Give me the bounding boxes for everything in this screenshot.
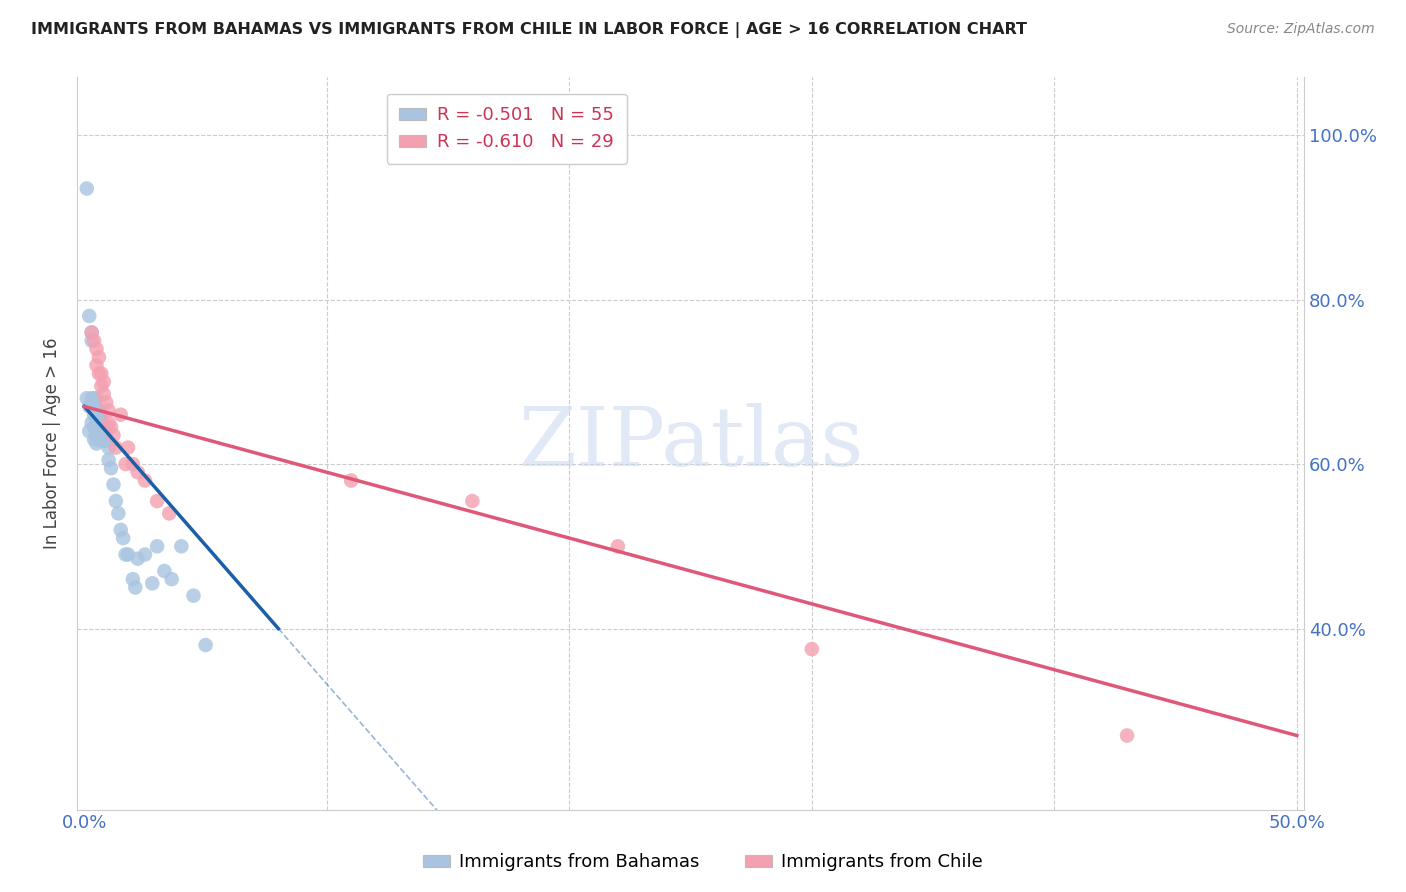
Point — [141, 576, 163, 591]
Point — [86, 436, 108, 450]
Point — [107, 507, 129, 521]
Point — [87, 403, 110, 417]
Point — [194, 638, 217, 652]
Point — [86, 408, 108, 422]
Point — [80, 391, 103, 405]
Legend: R = -0.501   N = 55, R = -0.610   N = 29: R = -0.501 N = 55, R = -0.610 N = 29 — [387, 94, 627, 164]
Point — [117, 441, 139, 455]
Point — [80, 416, 103, 430]
Point — [134, 548, 156, 562]
Point — [112, 531, 135, 545]
Point — [86, 342, 108, 356]
Point — [146, 494, 169, 508]
Point — [76, 391, 98, 405]
Point — [157, 507, 180, 521]
Point — [97, 403, 120, 417]
Point — [104, 494, 127, 508]
Point — [461, 494, 484, 508]
Point — [127, 465, 149, 479]
Point — [90, 367, 112, 381]
Point — [90, 417, 112, 432]
Legend: Immigrants from Bahamas, Immigrants from Chile: Immigrants from Bahamas, Immigrants from… — [416, 847, 990, 879]
Point — [160, 572, 183, 586]
Point — [96, 434, 118, 448]
Point — [86, 400, 108, 414]
Point — [86, 416, 108, 430]
Point — [100, 461, 122, 475]
Point — [90, 425, 112, 440]
Point — [87, 412, 110, 426]
Point — [117, 548, 139, 562]
Point — [87, 350, 110, 364]
Point — [93, 387, 115, 401]
Point — [86, 391, 108, 405]
Point — [83, 391, 105, 405]
Point — [103, 477, 125, 491]
Point — [83, 433, 105, 447]
Point — [97, 453, 120, 467]
Text: Source: ZipAtlas.com: Source: ZipAtlas.com — [1227, 22, 1375, 37]
Y-axis label: In Labor Force | Age > 16: In Labor Force | Age > 16 — [44, 338, 60, 549]
Point — [340, 474, 363, 488]
Point — [104, 441, 127, 455]
Point — [87, 428, 110, 442]
Point — [93, 433, 115, 447]
Point — [110, 408, 132, 422]
Point — [97, 441, 120, 455]
Point — [80, 334, 103, 348]
Point — [77, 309, 100, 323]
Point — [80, 326, 103, 340]
Point — [121, 457, 143, 471]
Point — [87, 420, 110, 434]
Point — [87, 367, 110, 381]
Point — [800, 642, 823, 657]
Point — [83, 408, 105, 422]
Point — [100, 420, 122, 434]
Point — [97, 416, 120, 430]
Point — [96, 395, 118, 409]
Point — [114, 457, 136, 471]
Point — [96, 425, 118, 440]
Point — [606, 539, 628, 553]
Point — [83, 400, 105, 414]
Point — [90, 379, 112, 393]
Point — [77, 400, 100, 414]
Point — [80, 326, 103, 340]
Point — [103, 428, 125, 442]
Point — [134, 474, 156, 488]
Point — [77, 424, 100, 438]
Point — [83, 420, 105, 434]
Point — [124, 581, 146, 595]
Point — [93, 375, 115, 389]
Point — [153, 564, 176, 578]
Point — [93, 424, 115, 438]
Point — [90, 434, 112, 448]
Point — [146, 539, 169, 553]
Point — [93, 416, 115, 430]
Point — [110, 523, 132, 537]
Point — [86, 420, 108, 434]
Point — [76, 181, 98, 195]
Point — [86, 359, 108, 373]
Point — [121, 572, 143, 586]
Point — [1116, 729, 1139, 743]
Point — [170, 539, 193, 553]
Text: ZIPatlas: ZIPatlas — [517, 403, 863, 483]
Point — [183, 589, 205, 603]
Point — [90, 408, 112, 422]
Point — [86, 428, 108, 442]
Point — [114, 548, 136, 562]
Text: IMMIGRANTS FROM BAHAMAS VS IMMIGRANTS FROM CHILE IN LABOR FORCE | AGE > 16 CORRE: IMMIGRANTS FROM BAHAMAS VS IMMIGRANTS FR… — [31, 22, 1026, 38]
Point — [127, 551, 149, 566]
Point — [83, 334, 105, 348]
